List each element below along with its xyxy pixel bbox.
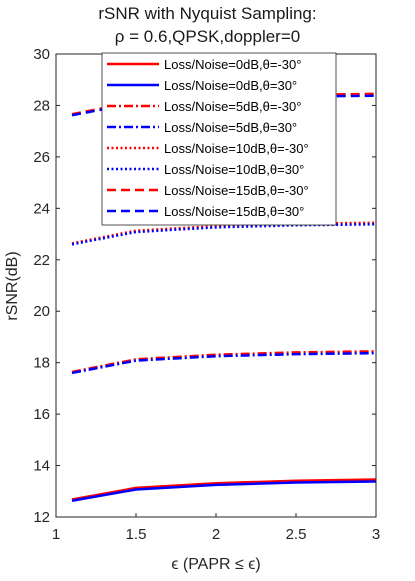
legend: Loss/Noise=0dB,θ=-30° Loss/Noise=0dB,θ=30…	[101, 52, 337, 226]
legend-label-6: Loss/Noise=10dB,θ=30°	[164, 162, 304, 177]
x-tick-label: 3	[372, 526, 380, 543]
ticks-layer: 1 1.5 2 2.5 3 12 14 16 18 20 22 24 26 28 30	[33, 46, 380, 543]
legend-box	[101, 52, 337, 226]
y-axis-label: rSNR(dB)	[4, 251, 21, 320]
chart-title-line-2: ρ = 0.6,QPSK,doppler=0	[114, 27, 301, 46]
chart-title-line-1: rSNR with Nyquist Sampling:	[98, 4, 317, 23]
series-line-2	[71, 480, 377, 503]
y-tick-label: 12	[33, 509, 50, 526]
y-tick-label: 28	[33, 97, 50, 114]
y-tick-label: 22	[33, 252, 50, 269]
series-line-5	[71, 221, 377, 245]
legend-label-7: Loss/Noise=15dB,θ=-30°	[164, 183, 309, 198]
y-tick-label: 16	[33, 406, 50, 423]
y-tick-label: 20	[33, 303, 50, 320]
series-line-6	[71, 223, 377, 246]
y-tick-label: 26	[33, 149, 50, 166]
legend-label-3: Loss/Noise=5dB,θ=-30°	[164, 99, 301, 114]
x-axis-label: ϵ (PAPR ≤ ϵ)	[171, 556, 260, 573]
y-tick-label: 18	[33, 355, 50, 372]
y-tick-label: 24	[33, 200, 50, 217]
legend-label-4: Loss/Noise=5dB,θ=30°	[164, 120, 297, 135]
x-tick-label: 2	[212, 526, 220, 543]
legend-label-5: Loss/Noise=10dB,θ=-30°	[164, 141, 309, 156]
series-line-1	[71, 478, 377, 501]
x-tick-label: 2.5	[286, 526, 307, 543]
y-tick-label: 14	[33, 458, 50, 475]
legend-label-2: Loss/Noise=0dB,θ=30°	[164, 78, 297, 93]
legend-label-8: Loss/Noise=15dB,θ=30°	[164, 204, 304, 219]
x-tick-label: 1.5	[126, 526, 147, 543]
y-tick-label: 30	[33, 46, 50, 63]
x-tick-label: 1	[52, 526, 60, 543]
legend-label-1: Loss/Noise=0dB,θ=-30°	[164, 57, 301, 72]
series-line-4	[71, 351, 377, 375]
